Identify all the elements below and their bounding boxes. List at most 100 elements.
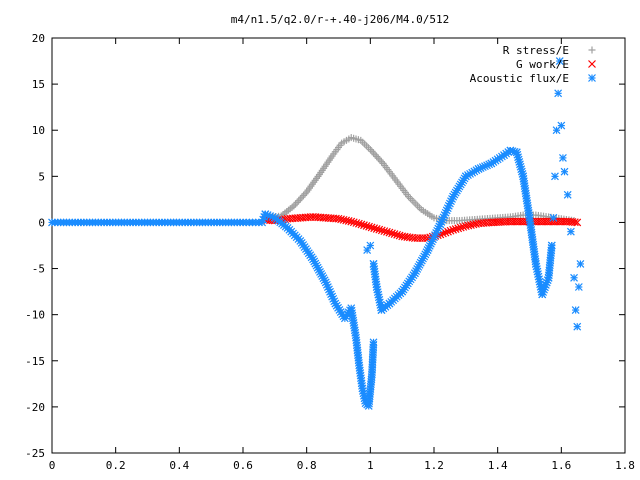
x-tick-label: 0.4: [169, 459, 189, 472]
data-point: [451, 225, 460, 234]
data-point: [474, 165, 483, 173]
data-point: [380, 227, 389, 236]
data-point: [519, 172, 528, 181]
data-point: [347, 217, 356, 226]
data-point: [487, 159, 496, 168]
data-point: [512, 148, 521, 157]
data-point: [376, 156, 384, 164]
data-point: [554, 89, 563, 98]
data-point: [377, 158, 385, 166]
data-point: [385, 228, 394, 237]
x-tick-label: 1.8: [615, 459, 635, 472]
data-point: [390, 230, 399, 238]
x-tick-label: 0: [49, 459, 56, 472]
y-tick-label: 20: [32, 32, 45, 45]
data-point: [367, 223, 376, 232]
data-point: [571, 306, 580, 314]
data-point: [406, 194, 414, 202]
data-point: [459, 222, 468, 231]
data-point: [410, 198, 418, 206]
data-point: [573, 322, 582, 331]
y-tick-label: -15: [25, 355, 45, 368]
axis-ticks: 0 0.2 0.4 0.6 0.8 1 1.2 1.4 1.6 1.8 20 15 10 5 0 -5 -10 -…: [25, 32, 635, 472]
legend-marker: [588, 74, 596, 82]
y-tick-label: -20: [25, 401, 45, 414]
data-point: [374, 154, 382, 162]
data-point: [373, 153, 381, 161]
data-point: [369, 338, 378, 347]
data-point: [352, 219, 361, 227]
data-point: [444, 227, 452, 236]
x-tick-label: 1.2: [424, 459, 444, 472]
data-point: [412, 200, 420, 208]
y-tick-label: -5: [32, 263, 45, 276]
legend-marker: [588, 46, 596, 54]
data-point: [441, 228, 450, 237]
data-point: [357, 220, 366, 229]
legend-label: G work/E: [516, 58, 569, 71]
data-point: [366, 146, 374, 154]
data-point: [385, 299, 394, 308]
data-point: [570, 218, 579, 227]
data-point: [573, 218, 582, 227]
data-point: [500, 151, 508, 160]
data-point: [290, 202, 298, 210]
data-point: [547, 241, 556, 250]
data-point: [293, 198, 301, 206]
data-point: [377, 226, 386, 235]
y-tick-label: 10: [32, 124, 45, 137]
data-point: [344, 217, 353, 225]
legend-label: Acoustic flux/E: [470, 72, 569, 85]
data-point: [388, 229, 396, 238]
data-point: [377, 306, 386, 314]
legend-label: R stress/E: [503, 44, 569, 57]
data-point: [368, 147, 376, 155]
data-point: [557, 121, 566, 130]
data-point: [449, 192, 458, 201]
data-point: [360, 221, 368, 230]
data-point: [456, 223, 465, 232]
data-point: [295, 197, 303, 205]
data-point: [559, 153, 567, 162]
data-point: [292, 200, 300, 208]
data-point: [408, 196, 416, 204]
data-point: [446, 226, 455, 235]
data-point: [398, 287, 407, 296]
data-point: [365, 222, 373, 231]
data-point: [354, 219, 363, 228]
data-point: [363, 246, 372, 255]
data-point: [414, 202, 422, 210]
data-point: [566, 227, 575, 236]
y-tick-label: 5: [38, 170, 45, 183]
data-point: [461, 172, 470, 181]
x-tick-label: 0.6: [233, 459, 253, 472]
data-point: [410, 269, 419, 278]
data-point: [525, 213, 534, 222]
data-point: [555, 57, 564, 65]
data-point: [301, 190, 309, 198]
series-acoustic-flux-e: [48, 57, 585, 410]
x-tick-label: 0.8: [297, 459, 317, 472]
x-tick-label: 0.2: [106, 459, 126, 472]
series-marks: [48, 57, 585, 410]
data-point: [296, 195, 304, 203]
data-point: [563, 190, 572, 199]
y-tick-label: 0: [38, 216, 45, 229]
y-tick-label: -10: [25, 309, 45, 322]
data-point: [375, 225, 384, 234]
data-point: [370, 224, 379, 233]
chart-title: m4/n1.5/q2.0/r-+.40-j206/M4.0/512: [231, 13, 450, 26]
data-point: [298, 193, 306, 201]
data-point: [369, 260, 378, 268]
data-point: [544, 273, 553, 282]
y-tick-label: 15: [32, 78, 45, 91]
x-tick-label: 1: [367, 459, 374, 472]
legend-marker: [588, 60, 596, 68]
data-point: [349, 218, 358, 227]
data-point: [570, 273, 578, 282]
y-tick-label: -25: [25, 447, 45, 460]
data-point: [362, 222, 371, 230]
data-point: [370, 149, 378, 157]
